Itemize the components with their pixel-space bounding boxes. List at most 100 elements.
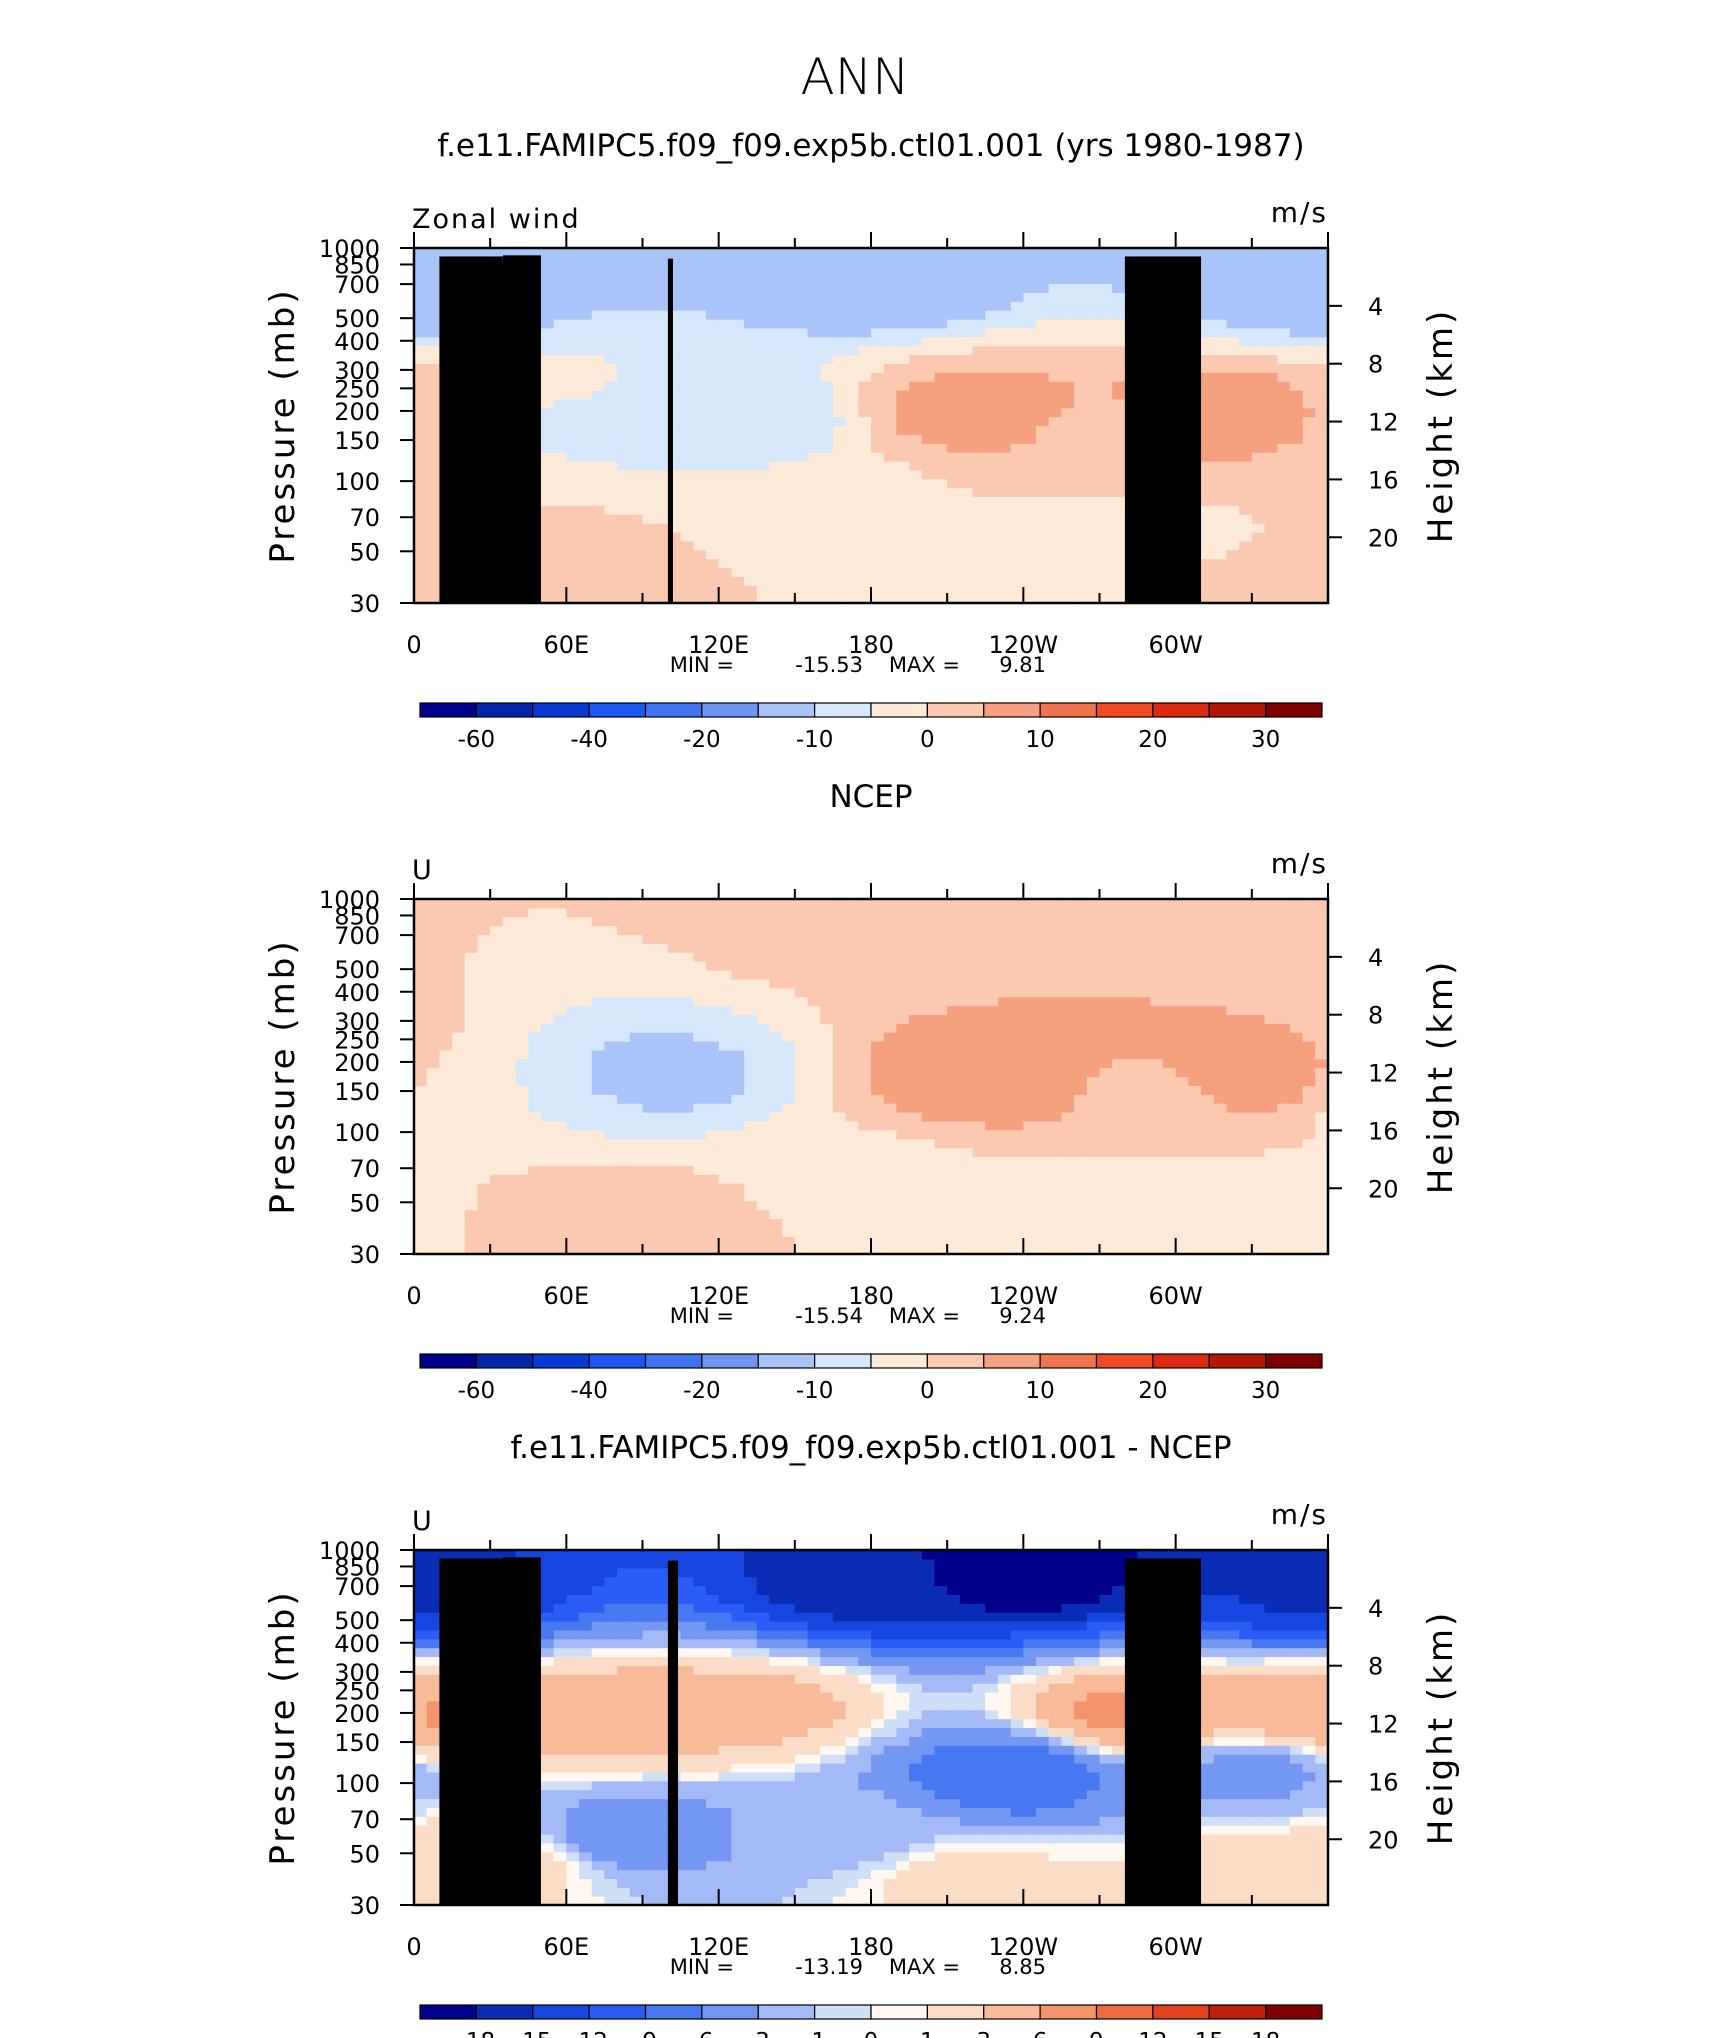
contour-cell — [655, 248, 669, 258]
contour-cell — [1099, 1067, 1113, 1078]
contour-cell — [934, 363, 948, 373]
contour-cell — [617, 1067, 631, 1078]
contour-cell — [807, 585, 821, 595]
contour-cell — [1302, 1076, 1316, 1086]
contour-cell — [794, 1023, 809, 1033]
contour-cell — [909, 1191, 923, 1202]
contour-cell — [959, 1094, 974, 1104]
contour-cell — [934, 1200, 948, 1211]
contour-cell — [959, 398, 974, 409]
contour-cell — [604, 248, 618, 258]
contour-cell — [1264, 372, 1278, 382]
contour-cell — [832, 540, 847, 551]
contour-cell — [769, 1058, 783, 1069]
contour-cell — [591, 1147, 606, 1157]
contour-cell — [1061, 1085, 1075, 1095]
contour-cell — [947, 1156, 961, 1166]
contour-cell — [769, 496, 783, 506]
contour-cell — [972, 1183, 986, 1193]
contour-cell — [1213, 1200, 1228, 1211]
contour-cell — [718, 390, 732, 400]
contour-cell — [1213, 1023, 1228, 1033]
contour-cell — [731, 443, 745, 453]
contour-cell — [1086, 319, 1101, 329]
contour-cell — [680, 469, 694, 480]
contour-cell — [1099, 1156, 1113, 1166]
contour-cell — [782, 1200, 796, 1211]
contour-cell — [744, 363, 758, 373]
contour-cell — [452, 1067, 466, 1078]
contour-cell — [972, 425, 986, 435]
contour-cell — [1315, 265, 1329, 276]
contour-cell — [1302, 310, 1316, 320]
contour-cell — [858, 523, 872, 533]
contour-cell — [807, 1156, 821, 1166]
contour-cell — [871, 487, 885, 498]
contour-cell — [1112, 1041, 1126, 1051]
contour-cell — [871, 514, 885, 524]
contour-cell — [1086, 283, 1101, 293]
contour-cell — [1302, 1112, 1316, 1122]
contour-cell — [731, 594, 745, 604]
contour-cell — [871, 434, 885, 444]
contour-cell — [934, 1067, 948, 1078]
contour-cell — [832, 1191, 847, 1202]
contour-cell — [591, 1085, 606, 1095]
contour-cell — [1112, 505, 1126, 515]
contour-cell — [909, 1165, 923, 1175]
contour-cell — [1137, 1094, 1151, 1104]
contour-cell — [1201, 301, 1215, 311]
contour-cell — [934, 549, 948, 560]
contour-cell — [693, 1049, 707, 1060]
contour-cell — [1239, 301, 1253, 311]
contour-cell — [1251, 363, 1266, 373]
contour-cell — [832, 461, 847, 471]
contour-field — [414, 248, 1329, 604]
contour-cell — [604, 505, 618, 515]
contour-cell — [655, 434, 669, 444]
contour-cell — [1086, 1218, 1101, 1228]
contour-cell — [642, 336, 656, 347]
contour-cell — [1137, 1165, 1151, 1175]
contour-cell — [985, 1058, 999, 1069]
contour-cell — [655, 1049, 669, 1060]
contour-cell — [921, 505, 936, 515]
contour-cell — [858, 540, 872, 551]
contour-cell — [845, 248, 859, 258]
contour-cell — [426, 407, 440, 418]
contour-cell — [655, 1032, 669, 1042]
contour-cell — [629, 549, 644, 560]
contour-cell — [591, 274, 606, 285]
contour-cell — [667, 1227, 682, 1237]
contour-cell — [591, 1218, 606, 1228]
contour-cell — [858, 274, 872, 285]
contour-cell — [1074, 585, 1088, 595]
contour-cell — [1112, 1129, 1126, 1140]
figure-title: ANN — [800, 48, 909, 106]
contour-cell — [629, 558, 644, 569]
contour-cell — [858, 1129, 872, 1140]
contour-cell — [604, 1129, 618, 1140]
contour-cell — [566, 425, 580, 435]
contour-cell — [756, 301, 771, 311]
contour-cell — [1302, 469, 1316, 480]
contour-cell — [1226, 1032, 1240, 1042]
contour-cell — [1112, 1183, 1126, 1193]
contour-cell — [782, 1041, 796, 1051]
contour-cell — [858, 248, 872, 258]
contour-cell — [934, 345, 948, 356]
contour-cell — [997, 1120, 1012, 1131]
contour-cell — [1315, 336, 1329, 347]
contour-cell — [1112, 487, 1126, 498]
contour-cell — [1023, 532, 1037, 542]
contour-cell — [794, 1227, 809, 1237]
contour-cell — [1302, 1014, 1316, 1024]
contour-cell — [731, 1236, 745, 1246]
contour-cell — [566, 274, 580, 285]
contour-cell — [579, 540, 593, 551]
contour-cell — [1302, 1236, 1316, 1246]
contour-cell — [756, 1005, 771, 1015]
contour-cell — [947, 1032, 961, 1042]
contour-cell — [1277, 434, 1291, 444]
topography-mask — [667, 258, 673, 603]
